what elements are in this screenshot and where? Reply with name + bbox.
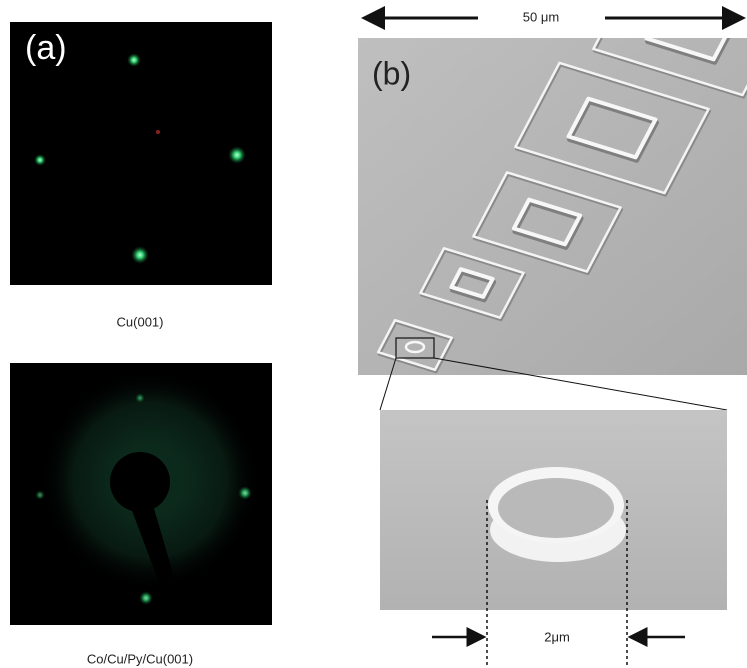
square <box>449 267 495 299</box>
zoom-line <box>433 357 728 411</box>
spot <box>34 154 46 166</box>
zoom-line <box>379 357 397 411</box>
spot <box>135 393 145 403</box>
frame-shadow <box>592 38 747 99</box>
scale-label: 50 μm <box>523 9 559 24</box>
frame <box>514 61 710 195</box>
spot <box>156 130 160 134</box>
panel-label: (a) <box>25 29 67 67</box>
square-shadow <box>645 38 731 65</box>
panel-label: (b) <box>372 55 411 91</box>
square-shadow <box>512 200 584 250</box>
frame-shadow <box>514 63 712 197</box>
dim-label: 2μm <box>544 629 570 644</box>
disk-top <box>498 478 614 538</box>
frame-shadow <box>419 248 527 322</box>
spot <box>131 246 149 264</box>
square-shadow <box>567 99 659 163</box>
caption: Co/Cu/Py/Cu(001) <box>87 651 193 666</box>
frame-shadow <box>472 172 624 276</box>
spot <box>139 591 153 605</box>
square <box>644 38 728 62</box>
square-shadow <box>449 269 497 303</box>
spot <box>35 490 45 500</box>
sem-structures <box>376 38 747 374</box>
caption: Cu(001) <box>117 314 164 329</box>
square <box>566 96 658 160</box>
disk <box>404 340 426 354</box>
spot <box>228 146 246 164</box>
frame <box>592 38 747 97</box>
frame <box>472 171 622 273</box>
frame <box>419 247 525 319</box>
spot <box>238 486 252 500</box>
frame-shadow <box>377 320 455 374</box>
frame <box>376 318 454 372</box>
gun-shadow <box>128 495 175 585</box>
gun-shadow <box>110 452 170 512</box>
spot <box>127 53 141 67</box>
square <box>511 197 583 247</box>
zoom-box <box>395 337 435 359</box>
